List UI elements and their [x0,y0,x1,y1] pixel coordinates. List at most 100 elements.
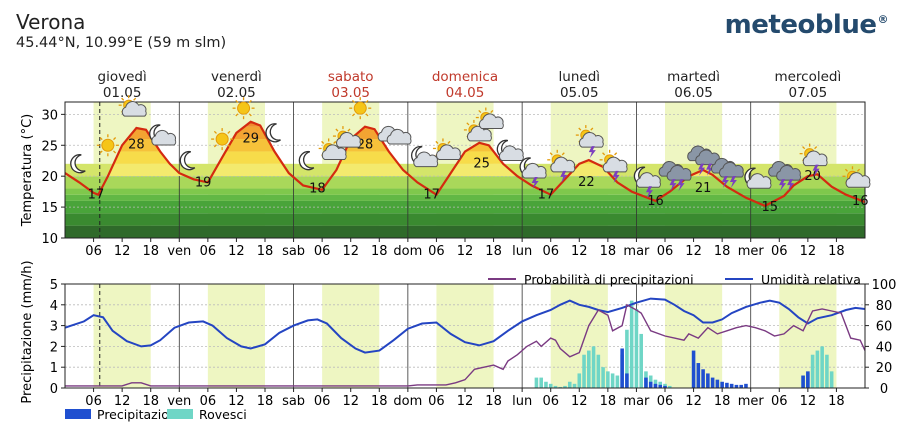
x-tick-label: 18 [485,394,502,409]
sun-ray [561,152,565,156]
y-tick-label: 1 [50,361,58,376]
moon-cloud-icon [496,139,524,161]
shower-bar [572,383,577,388]
shower-bar [534,377,539,388]
shower-bar [820,346,824,388]
shower-bar [610,373,615,388]
daytime-band [207,284,265,388]
shower-bar [634,308,639,388]
legend-top: Probabilità di precipitazioni Umidità rel… [488,272,861,287]
x-tick-label: 18 [714,394,731,409]
temperature-scale-band [65,225,865,238]
temperature-value-label: 22 [578,175,595,190]
precipitation-bar [710,377,715,388]
lightning-shape [588,146,596,159]
precipitation-bar [801,375,805,388]
temperature-value-label: 25 [473,156,490,171]
day-date: 03.05 [331,85,370,101]
meteoblue-logo[interactable]: meteoblue® [724,10,889,40]
x-tick-label: mer [738,394,765,409]
cloud-shape [776,165,801,181]
precipitation-bar [720,381,724,388]
cloud-shape [802,150,828,167]
x-tick-label: 18 [828,394,845,409]
x-tick-label: 18 [371,394,388,409]
x-tick-label: lun [512,394,532,409]
temperature-line [65,120,865,208]
temperature-panel: 10 15 20 25 30 Temperatura (°C) 06 12 18 ven 06 12 1… [20,95,871,259]
daytime-band [436,284,494,388]
x-tick-label: lun [512,244,532,259]
temperature-scale-band [65,194,865,201]
moon-shape [70,154,86,174]
sun-ray [578,127,582,131]
sun-shape [353,101,367,115]
moon-icon [265,123,281,143]
shower-bar [629,300,634,388]
cloud-shape [336,132,361,148]
x-tick-label: 18 [257,394,274,409]
lightning-shape [706,163,714,176]
title-block: Verona 45.44°N, 10.99°E (59 m slm) [16,10,226,52]
sun-ray [814,146,818,150]
moon-icon [70,154,86,174]
x-tick-label: 06 [542,244,559,259]
y2-tick-label: 60 [876,320,893,335]
brand-name: meteoblue [724,10,877,40]
precipitation-bar [653,383,658,388]
lightning-shape [560,170,568,183]
x-tick-label: 18 [600,394,617,409]
sun-ray [248,99,252,103]
temperature-value-label: 16 [852,194,869,209]
cloud-shape [121,101,147,117]
cloud-shape [151,129,177,146]
sun-ray [478,110,482,114]
day-name: mercoledì [774,69,841,85]
temperature-scale-band [65,176,865,189]
legend-swatch [167,409,193,419]
lightning-shape [669,179,677,192]
x-tick-label: ven [167,244,191,259]
sun-ray [133,97,137,101]
y-tick-label: 0 [50,382,58,397]
moon-cloud-icon [744,167,772,189]
x-tick-label: 12 [342,244,359,259]
y-axis-label: Precipitazione (mm/h) [20,260,35,403]
y-tick-label: 15 [41,201,58,216]
sun-icon [211,128,234,151]
sun-storm-icon [799,143,828,177]
temperature-value-label: 28 [357,138,374,153]
lightning-shape [531,177,539,189]
temperature-value-label: 18 [309,182,326,197]
y-axis-label: Temperatura (°C) [20,114,35,227]
y2-tick-label: 100 [872,278,897,293]
sun-cloud-icon [475,107,504,130]
day-date: 04.05 [446,85,485,101]
y2-tick-label: 40 [876,340,893,355]
x-tick-label: 18 [371,244,388,259]
precipitation-bar [648,381,653,388]
shower-bar [596,354,601,388]
shower-bar [615,375,620,388]
sun-shape [237,101,251,115]
sun-ray [352,113,356,117]
x-tick-label: 12 [800,394,817,409]
sun-ray [321,140,325,144]
y-tick-label: 25 [41,139,58,154]
temperature-scale-band [65,188,865,195]
temperature-value-label: 17 [423,188,440,203]
legend-swatch [65,409,91,419]
x-tick-label: 18 [485,244,502,259]
x-tick-label: dom [393,244,422,259]
precipitation-bar [715,379,720,388]
sun-ray [590,127,594,131]
shower-bar [601,367,605,388]
shower-bar [829,371,834,388]
sun-ray [802,146,806,150]
x-tick-label: 06 [85,244,102,259]
day-name: lunedì [559,69,601,85]
legend-label: Precipitazione [97,407,185,422]
sun-cloud-icon [432,138,461,160]
sun-ray [248,113,252,117]
moon-shape [179,150,196,171]
